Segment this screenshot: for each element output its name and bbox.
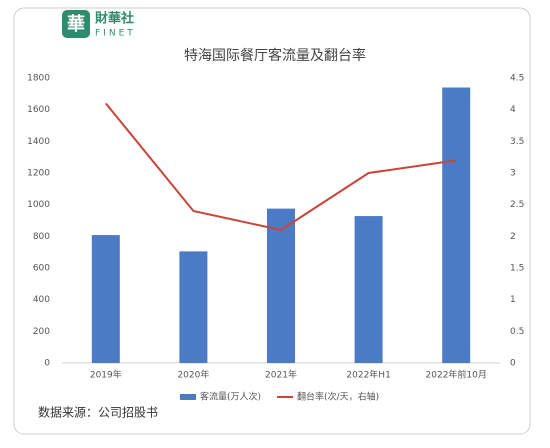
y-tick-label: 1600	[27, 105, 50, 115]
y-tick-label: 1000	[27, 200, 50, 210]
y2-tick-label: 0	[510, 359, 516, 369]
logo-name: 財華社	[94, 11, 134, 27]
bar	[267, 208, 295, 363]
logo-icon: 華	[67, 13, 85, 35]
y-tick-label: 400	[33, 295, 50, 305]
chart-title: 特海国际餐厅客流量及翻台率	[184, 47, 366, 64]
x-tick-label: 2022年前10月	[426, 369, 487, 381]
x-tick-label: 2020年	[177, 369, 209, 381]
y2-tick-label: 3	[510, 169, 516, 179]
y-tick-label: 600	[33, 264, 50, 274]
y2-tick-label: 4.5	[510, 74, 524, 84]
x-tick-label: 2021年	[265, 369, 297, 381]
legend-label: 客流量(万人次)	[200, 391, 261, 403]
y2-tick-label: 2.5	[510, 200, 524, 210]
logo-badge	[62, 10, 90, 38]
bar	[179, 251, 208, 363]
y-tick-label: 200	[33, 327, 50, 337]
legend-swatch	[180, 394, 196, 400]
y2-tick-label: 3.5	[510, 137, 524, 147]
x-tick-label: 2022年H1	[346, 369, 390, 381]
y2-tick-label: 2	[510, 232, 516, 242]
frame	[13, 7, 531, 435]
bar	[442, 87, 471, 363]
y-tick-label: 1800	[27, 74, 50, 84]
bar	[91, 235, 120, 363]
line	[105, 102, 457, 232]
y2-tick-label: 1	[510, 295, 516, 305]
y-tick-label: 1200	[27, 169, 50, 179]
y-tick-label: 1400	[27, 137, 50, 147]
y2-tick-label: 0.5	[510, 327, 524, 337]
y2-tick-label: 4	[510, 105, 516, 115]
bar	[354, 216, 383, 363]
y2-tick-label: 1.5	[510, 264, 524, 274]
x-tick-label: 2019年	[90, 369, 122, 381]
source: 数据来源：公司招股书	[38, 405, 158, 420]
y-tick-label: 0	[44, 359, 50, 369]
y-tick-label: 800	[33, 232, 50, 242]
legend-label: 翻台率(次/天，右轴)	[297, 391, 379, 403]
logo-latin: FINET	[95, 29, 136, 39]
